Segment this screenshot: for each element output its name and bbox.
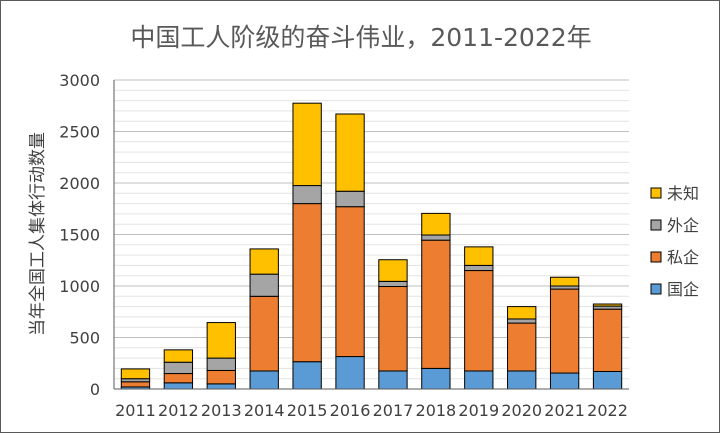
legend-swatch xyxy=(650,251,662,263)
y-tick-label: 2000 xyxy=(59,174,100,193)
bar-segment-2022-3 xyxy=(592,303,623,307)
bar-segment-2020-2 xyxy=(507,318,537,324)
bar-segment-2016-1 xyxy=(335,206,365,358)
x-tick-labels: 2011 2012 2013 2014 2015 2016 2017 2018 2019 2020… xyxy=(115,401,628,420)
x-tick-label: 2016 xyxy=(330,401,371,420)
legend-swatch xyxy=(650,219,662,231)
x-tick-label: 2022 xyxy=(587,401,628,420)
bar-segment-2012-3 xyxy=(163,349,194,363)
bar-segment-2014-2 xyxy=(249,273,279,297)
bar-segment-2015-0 xyxy=(292,361,322,390)
bar-segment-2021-1 xyxy=(549,288,580,374)
bar-segment-2021-0 xyxy=(549,372,580,390)
bar-segment-2014-0 xyxy=(249,370,279,390)
bar-segment-2022-1 xyxy=(592,308,623,372)
y-axis-label: 当年全国工人集体行动数量 xyxy=(28,132,48,336)
bar-segment-2021-3 xyxy=(549,276,580,287)
bar-segment-2019-3 xyxy=(464,246,494,266)
chart-title: 中国工人阶级的奋斗伟业，2011-2022年 xyxy=(130,23,591,52)
y-tick-labels: 0 500 1000 1500 2000 2500 3000 xyxy=(59,71,100,399)
y-tick-label: 500 xyxy=(69,329,100,348)
bar-segment-2017-0 xyxy=(378,370,408,390)
legend-label: 外企 xyxy=(667,216,699,235)
bar-segment-2020-0 xyxy=(507,370,537,390)
x-tick-label: 2011 xyxy=(115,401,156,420)
y-tick-label: 2500 xyxy=(59,123,100,142)
bar-segment-2016-0 xyxy=(335,356,365,390)
bar-segment-2013-1 xyxy=(206,369,236,385)
bar-segment-2014-1 xyxy=(249,295,279,372)
bars xyxy=(120,102,623,390)
bar-segment-2011-1 xyxy=(120,381,151,388)
legend-swatch xyxy=(650,283,662,295)
x-tick-label: 2020 xyxy=(501,401,542,420)
bar-segment-2018-0 xyxy=(421,367,451,390)
bar-segment-2013-2 xyxy=(206,357,236,371)
x-tick-label: 2012 xyxy=(158,401,199,420)
y-tick-label: 1500 xyxy=(59,226,100,245)
x-tick-label: 2014 xyxy=(244,401,285,420)
bar-segment-2018-3 xyxy=(421,212,451,236)
bar-segment-2012-0 xyxy=(163,382,194,390)
y-tick-label: 1000 xyxy=(59,277,100,296)
bar-segment-2017-1 xyxy=(378,286,408,372)
bar-segment-2019-0 xyxy=(464,370,494,390)
x-tick-label: 2018 xyxy=(416,401,457,420)
bar-segment-2019-2 xyxy=(464,264,494,272)
bar-segment-2020-1 xyxy=(507,322,537,372)
x-tick-label: 2017 xyxy=(373,401,414,420)
bar-segment-2017-2 xyxy=(378,280,408,288)
bar-segment-2013-3 xyxy=(206,322,236,359)
bar-segment-2022-0 xyxy=(592,370,623,390)
x-tick-label: 2013 xyxy=(201,401,242,420)
bar-segment-2015-3 xyxy=(292,102,322,187)
x-tick-label: 2021 xyxy=(544,401,585,420)
x-tick-label: 2019 xyxy=(458,401,499,420)
bar-segment-2018-2 xyxy=(421,234,451,241)
bar-segment-2012-1 xyxy=(163,373,194,384)
bar-segment-2020-3 xyxy=(507,306,537,320)
legend-label: 国企 xyxy=(667,280,699,299)
legend-label: 私企 xyxy=(667,248,699,267)
bar-segment-2019-1 xyxy=(464,270,494,372)
bar-segment-2015-1 xyxy=(292,203,322,363)
x-tick-label: 2015 xyxy=(287,401,328,420)
bar-segment-2016-2 xyxy=(335,190,365,208)
bar-segment-2011-3 xyxy=(120,368,151,380)
bar-segment-2018-1 xyxy=(421,239,451,369)
axes xyxy=(113,80,629,390)
bar-segment-2012-2 xyxy=(163,361,194,375)
bar-segment-2014-3 xyxy=(249,248,279,275)
bar-segment-2017-3 xyxy=(378,259,408,282)
y-tick-label: 3000 xyxy=(59,71,100,90)
gridlines xyxy=(114,79,629,380)
legend-swatch xyxy=(650,187,662,199)
legend-label: 未知 xyxy=(667,184,699,203)
y-tick-label: 0 xyxy=(90,380,100,399)
bar-segment-2016-3 xyxy=(335,113,365,192)
bar-segment-2015-2 xyxy=(292,185,322,205)
bar-segment-2013-0 xyxy=(206,383,236,390)
